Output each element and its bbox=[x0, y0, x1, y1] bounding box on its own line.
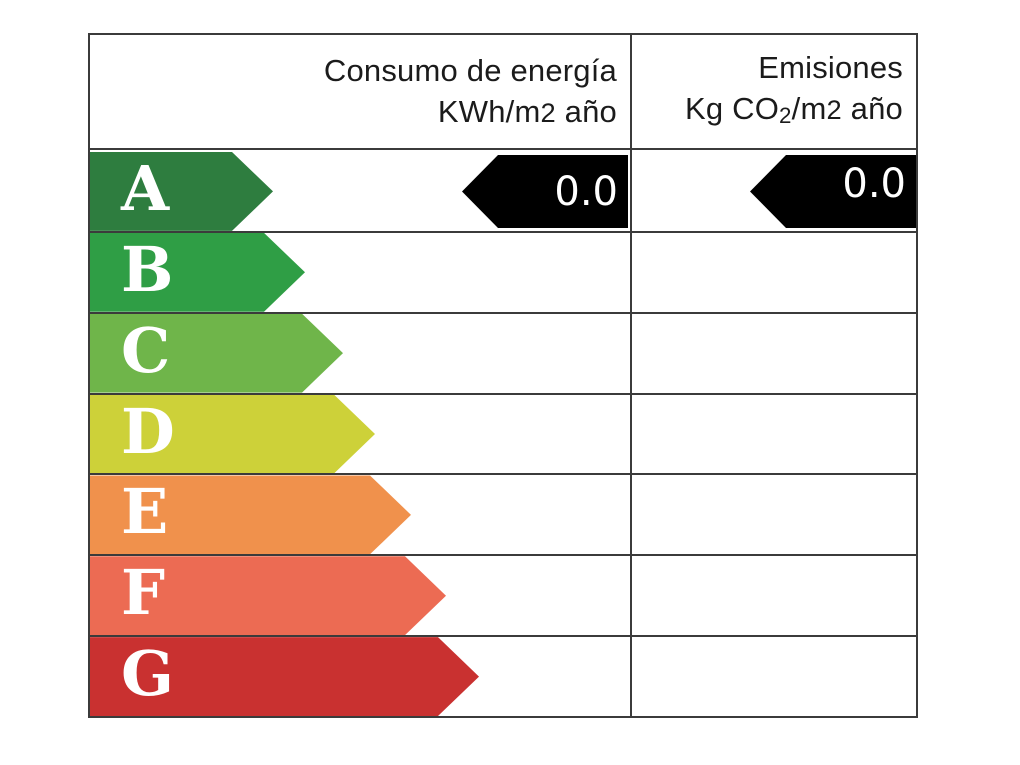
rating-letter-a: A bbox=[121, 151, 170, 225]
rating-row-d: D bbox=[90, 392, 916, 474]
rating-row-a: A bbox=[90, 152, 916, 231]
rating-row-g: G bbox=[90, 635, 916, 716]
rating-rows: A B C D E F bbox=[90, 152, 916, 716]
header-emisiones-line1: Emisiones bbox=[758, 49, 903, 85]
rating-band-g-arrow-icon: G bbox=[90, 637, 479, 716]
header-consumo-line2: KWh/m2 año bbox=[437, 94, 617, 129]
rating-letter-b: B bbox=[121, 232, 174, 306]
rating-letter-e: E bbox=[121, 475, 169, 549]
rating-row-f: F bbox=[90, 554, 916, 635]
rating-letter-g: G bbox=[121, 637, 174, 711]
emisiones-value-arrow-icon: 0.0 bbox=[750, 155, 916, 228]
rating-band-e-arrow-icon: E bbox=[90, 475, 411, 554]
rating-band-a-arrow-icon: A bbox=[90, 152, 273, 231]
rating-row-e: E bbox=[90, 473, 916, 554]
rating-letter-c: C bbox=[121, 313, 171, 387]
consumo-unit-exponent: 2 bbox=[540, 97, 556, 128]
energy-rating-table: Consumo de energía KWh/m2 año Emisiones … bbox=[88, 33, 918, 718]
rating-row-c: C bbox=[90, 311, 916, 393]
header-emisiones: Emisiones Kg CO2/m2 año bbox=[630, 35, 916, 148]
consumo-value-arrow-icon: 0.0 bbox=[462, 155, 628, 228]
consumo-value: 0.0 bbox=[554, 168, 618, 215]
rating-band-b-arrow-icon: B bbox=[90, 233, 305, 312]
table-header: Consumo de energía KWh/m2 año Emisiones … bbox=[90, 35, 916, 150]
header-consumo-line1: Consumo de energía bbox=[323, 53, 617, 88]
rating-band-f-arrow-icon: F bbox=[90, 556, 446, 635]
rating-band-d-arrow-icon: D bbox=[90, 395, 375, 474]
rating-band-c-arrow-icon: C bbox=[90, 314, 343, 393]
rating-row-b: B bbox=[90, 230, 916, 312]
column-divider bbox=[630, 35, 632, 716]
emisiones-value: 0.0 bbox=[842, 160, 906, 207]
co2-subscript: 2 bbox=[779, 103, 792, 128]
rating-letter-d: D bbox=[121, 394, 175, 468]
rating-letter-f: F bbox=[121, 556, 166, 630]
emisiones-unit-exponent: 2 bbox=[826, 93, 842, 125]
header-emisiones-line2: Kg CO2/m2 año bbox=[685, 90, 903, 128]
header-consumo: Consumo de energía KWh/m2 año bbox=[90, 35, 630, 148]
